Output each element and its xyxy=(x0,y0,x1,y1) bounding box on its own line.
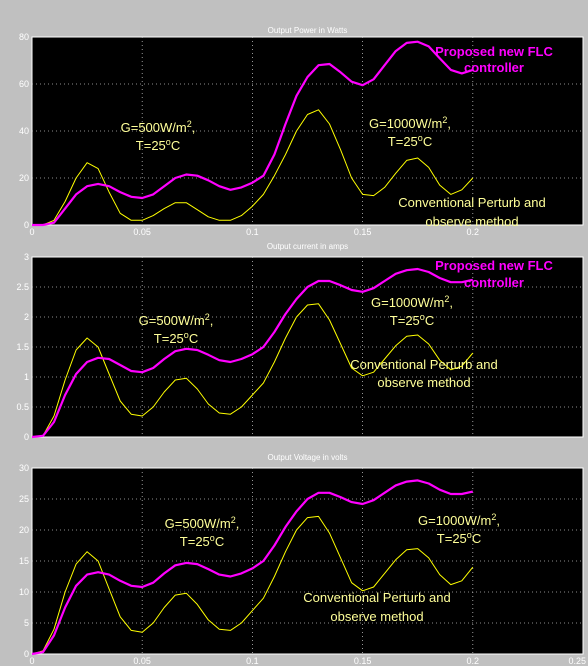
x-tick-label: 0 xyxy=(29,656,34,666)
y-tick-label: 1 xyxy=(24,372,29,382)
annotation-po: Conventional Perturb and xyxy=(303,590,450,605)
y-tick-label: 30 xyxy=(19,463,29,473)
y-tick-label: 60 xyxy=(19,79,29,89)
x-tick-label: 0.05 xyxy=(133,656,151,666)
annotation-flc: controller xyxy=(464,275,524,290)
annotation-po: observe method xyxy=(377,375,470,390)
annotation-g1000: G=1000W/m2, xyxy=(369,115,451,131)
y-tick-label: 5 xyxy=(24,618,29,628)
x-tick-label: 0.1 xyxy=(246,656,259,666)
panel-title: Output Power in Watts xyxy=(268,26,348,35)
y-tick-label: 2.5 xyxy=(16,282,29,292)
annotation-g1000: T=25oC xyxy=(437,530,481,546)
y-tick-label: 0 xyxy=(24,220,29,230)
panel-1: Output Power in Watts 0 20 40 60 80 0 0.05 0.1 0.… xyxy=(19,26,583,237)
y-tick-label: 0.5 xyxy=(16,402,29,412)
annotation-po: Conventional Perturb and xyxy=(350,357,497,372)
annotation-g500: G=500W/m2, xyxy=(121,119,196,135)
annotation-g500: T=25oC xyxy=(136,137,180,153)
y-tick-label: 15 xyxy=(19,556,29,566)
annotation-g1000: T=25oC xyxy=(390,312,434,328)
annotation-flc: Proposed new FLC xyxy=(435,258,553,273)
y-tick-label: 0 xyxy=(24,649,29,659)
y-tick-label: 3 xyxy=(24,252,29,262)
x-tick-label: 0.2 xyxy=(467,656,480,666)
annotation-g1000: G=1000W/m2, xyxy=(418,512,500,528)
annotation-po: observe method xyxy=(330,609,423,624)
panel-title: Output Voltage in volts xyxy=(267,453,347,462)
y-tick-label: 1.5 xyxy=(16,342,29,352)
annotation-g500: T=25oC xyxy=(180,533,224,549)
x-tick-label: 0.15 xyxy=(354,656,372,666)
y-tick-label: 40 xyxy=(19,126,29,136)
x-tick-label: 0.1 xyxy=(246,227,259,237)
y-tick-label: 80 xyxy=(19,32,29,42)
panel-3: Output Voltage in volts 0 5 10 15 20 25 30 0 0.05… xyxy=(19,453,586,666)
annotation-g500: G=500W/m2, xyxy=(165,515,240,531)
x-tick-label: 0 xyxy=(29,227,34,237)
annotation-g500: G=500W/m2, xyxy=(139,312,214,328)
y-tick-label: 2 xyxy=(24,312,29,322)
y-tick-label: 25 xyxy=(19,494,29,504)
x-tick-label: 0.15 xyxy=(354,227,372,237)
y-tick-label: 10 xyxy=(19,587,29,597)
annotation-g1000: T=25oC xyxy=(388,133,432,149)
y-tick-label: 20 xyxy=(19,525,29,535)
y-tick-label: 20 xyxy=(19,173,29,183)
y-tick-label: 0 xyxy=(24,432,29,442)
annotation-po: Conventional Perturb and xyxy=(398,195,545,210)
panel-2: Output current in amps 0 0.5 1 1.5 2 2.5 3 G=500… xyxy=(16,242,583,442)
x-tick-label: 0.25 xyxy=(568,656,586,666)
annotation-flc: Proposed new FLC xyxy=(435,44,553,59)
annotation-po: observe method xyxy=(425,214,518,229)
annotation-g1000: G=1000W/m2, xyxy=(371,294,453,310)
panel-title: Output current in amps xyxy=(267,242,348,251)
x-tick-label: 0.05 xyxy=(133,227,151,237)
annotation-flc: controller xyxy=(464,60,524,75)
annotation-g500: T=25oC xyxy=(154,330,198,346)
